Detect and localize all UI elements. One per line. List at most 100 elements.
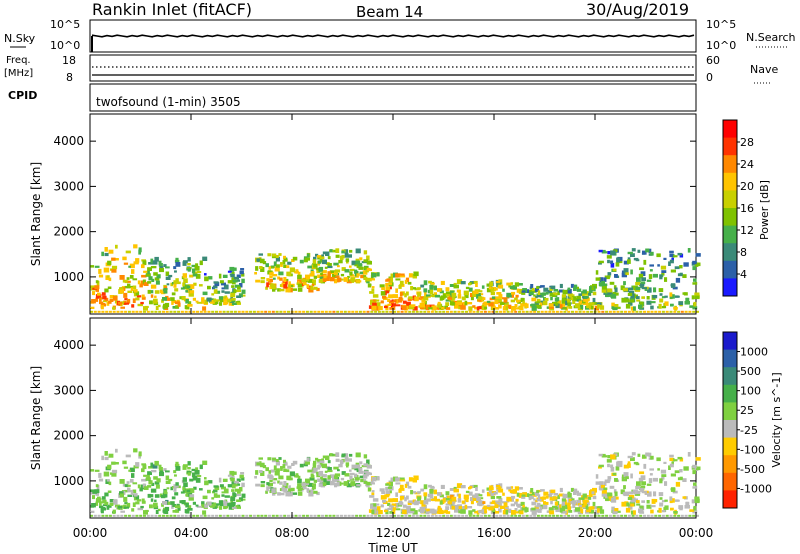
velocity-echo-cell	[582, 497, 585, 501]
velocity-echo-cell	[283, 514, 287, 517]
power-echo-cell	[640, 271, 646, 276]
power-echo-cell	[142, 279, 146, 284]
velocity-echo-cell	[148, 480, 153, 485]
power-echo-cell	[567, 310, 571, 313]
velocity-echo-cell	[630, 457, 635, 461]
velocity-echo-cell	[451, 505, 455, 510]
power-echo-cell	[616, 257, 621, 263]
velocity-echo-cell	[511, 495, 516, 499]
velocity-echo-cell	[577, 510, 583, 515]
velocity-echo-cell	[341, 471, 346, 475]
power-echo-cell	[385, 282, 389, 287]
velocity-echo-cell	[165, 514, 169, 517]
power-echo-cell	[373, 305, 377, 310]
velocity-echo-cell	[112, 514, 116, 517]
power-echo-cell	[392, 305, 396, 310]
power-echo-cell	[578, 293, 584, 296]
velocity-echo-cell	[376, 510, 380, 515]
power-echo-cell	[213, 281, 219, 284]
velocity-echo-cell	[603, 455, 608, 458]
power-echo-cell	[491, 296, 496, 300]
velocity-echo-cell	[609, 485, 615, 489]
power-echo-cell	[258, 253, 263, 256]
power-echo-cell	[614, 287, 618, 293]
velocity-echo-cell	[408, 477, 413, 482]
power-echo-cell	[245, 310, 249, 313]
velocity-echo-cell	[275, 459, 279, 462]
velocity-echo-cell	[582, 514, 586, 517]
velocity-echo-cell	[670, 507, 674, 511]
velocity-echo-cell	[415, 514, 419, 517]
power-echo-cell	[165, 271, 170, 276]
beam-label: Beam 14	[356, 3, 423, 21]
power-echo-cell	[429, 284, 434, 290]
velocity-echo-cell	[646, 500, 650, 504]
velocity-echo-cell	[544, 501, 549, 505]
power-echo-cell	[143, 306, 148, 311]
velocity-echo-cell	[358, 468, 363, 471]
velocity-echo-cell	[132, 482, 138, 485]
power-echo-cell	[491, 310, 495, 313]
velocity-echo-cell	[366, 459, 370, 465]
velocity-echo-cell	[327, 477, 331, 483]
velocity-echo-cell	[310, 475, 315, 479]
velocity-echo-cell	[311, 487, 315, 491]
power-echo-cell	[215, 299, 220, 302]
velocity-echo-cell	[664, 499, 668, 502]
power-echo-cell	[356, 280, 362, 283]
power-echo-cell	[187, 301, 192, 306]
velocity-echo-cell	[552, 496, 558, 500]
velocity-echo-cell	[164, 506, 170, 511]
velocity-echo-cell	[491, 514, 495, 517]
velocity-echo-cell	[563, 511, 567, 514]
power-echo-cell	[266, 282, 269, 288]
y-tick-label: 3000	[53, 383, 84, 397]
velocity-echo-cell	[388, 505, 394, 508]
power-echo-cell	[598, 262, 602, 265]
velocity-echo-cell	[347, 514, 351, 517]
power-echo-cell	[381, 287, 386, 290]
power-echo-cell	[288, 281, 291, 286]
power-echo-cell	[90, 310, 93, 313]
power-echo-cell	[453, 310, 457, 313]
velocity-echo-cell	[571, 514, 574, 517]
velocity-echo-cell	[329, 453, 333, 457]
colorbar-tick-label: -25	[740, 424, 758, 437]
power-echo-cell	[423, 280, 428, 286]
velocity-echo-cell	[340, 514, 343, 517]
velocity-echo-cell	[152, 464, 158, 469]
velocity-echo-cell	[496, 484, 501, 488]
power-echo-cell	[114, 258, 119, 261]
velocity-echo-cell	[536, 514, 540, 517]
power-echo-cell	[95, 294, 102, 299]
power-echo-cell	[671, 257, 674, 261]
nsky-trace	[91, 34, 695, 38]
power-echo-cell	[340, 310, 343, 313]
power-echo-cell	[231, 267, 237, 271]
power-echo-cell	[157, 304, 161, 308]
power-echo-cell	[359, 257, 363, 261]
power-echo-cell	[364, 266, 369, 270]
power-echo-cell	[654, 310, 658, 313]
power-echo-cell	[460, 281, 466, 285]
velocity-echo-cell	[303, 482, 309, 486]
power-echo-cell	[601, 285, 607, 291]
velocity-echo-cell	[236, 506, 241, 509]
power-echo-cell	[594, 305, 600, 311]
power-echo-cell	[275, 255, 279, 258]
power-echo-cell	[696, 262, 701, 267]
power-echo-cell	[407, 281, 412, 285]
power-echo-cell	[408, 273, 413, 278]
velocity-echo-cell	[671, 461, 674, 465]
power-echo-cell	[472, 292, 478, 297]
velocity-echo-cell	[100, 501, 104, 504]
power-echo-cell	[235, 284, 241, 288]
velocity-echo-cell	[425, 509, 430, 515]
velocity-echo-cell	[505, 510, 509, 515]
power-echo-cell	[338, 260, 343, 264]
velocity-echo-cell	[426, 508, 430, 512]
power-echo-cell	[355, 248, 361, 254]
power-echo-cell	[124, 310, 128, 313]
power-echo-cell	[425, 294, 431, 297]
velocity-echo-cell	[175, 509, 180, 513]
